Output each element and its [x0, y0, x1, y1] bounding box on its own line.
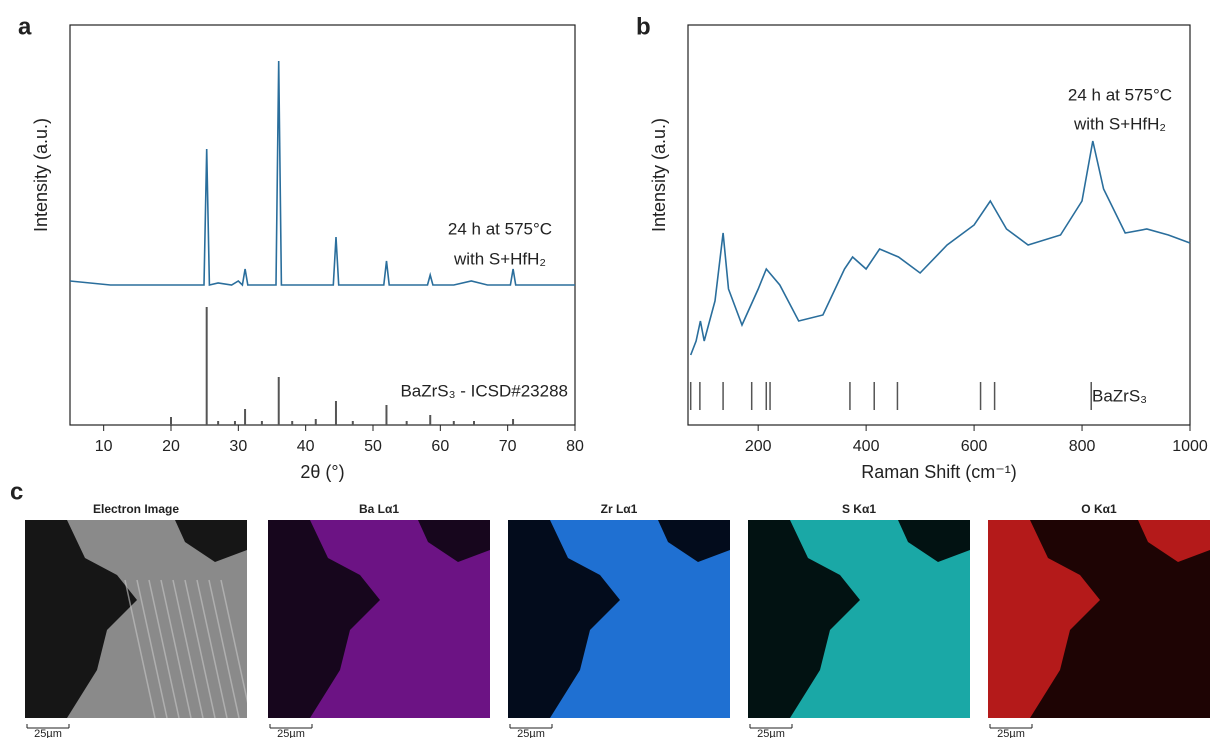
x-tick-label: 800 [1069, 438, 1096, 455]
texture [184, 579, 216, 718]
y-axis-label: Intensity (a.u.) [649, 118, 669, 232]
data-line [69, 60, 575, 287]
annotation: 24 h at 575°C [1068, 85, 1172, 104]
x-tick-label: 40 [297, 438, 315, 455]
panel-label: a [18, 13, 32, 40]
scale-bar-label: 25µm [757, 728, 785, 738]
annotation: BaZrS₃ - ICSD#23288 [400, 381, 568, 400]
texture [208, 579, 240, 718]
map-region [898, 520, 970, 562]
x-tick-label: 50 [364, 438, 382, 455]
scale-bar-label: 25µm [277, 728, 305, 738]
map-region [748, 520, 860, 718]
plot-frame [687, 24, 1191, 426]
map-region [418, 520, 490, 562]
map-image [748, 520, 970, 718]
texture [148, 579, 180, 718]
y-axis-label: Intensity (a.u.) [31, 118, 51, 232]
map-title: S Kα1 [842, 502, 876, 516]
map-image [988, 520, 1210, 718]
scale-bar-label: 25µm [517, 728, 545, 738]
map-region [175, 520, 247, 562]
annotation: with S+HfH₂ [453, 249, 546, 268]
map-title: Electron Image [93, 502, 179, 516]
annotation: with S+HfH₂ [1073, 114, 1166, 133]
x-tick-label: 60 [431, 438, 449, 455]
map-title: O Kα1 [1081, 502, 1117, 516]
x-tick-label: 20 [162, 438, 180, 455]
texture [196, 579, 228, 718]
x-tick-label: 70 [499, 438, 517, 455]
x-axis-label: Raman Shift (cm⁻¹) [861, 462, 1017, 482]
texture [220, 579, 247, 704]
x-tick-label: 30 [229, 438, 247, 455]
panel-label: c [10, 478, 23, 505]
scale-bar-label: 25µm [997, 728, 1025, 738]
annotation: 24 h at 575°C [448, 219, 552, 238]
texture [160, 579, 192, 718]
x-axis-label: 2θ (°) [300, 462, 344, 482]
map-title: Zr Lα1 [601, 502, 638, 516]
map-region [988, 520, 1100, 718]
map-region [508, 520, 620, 718]
x-tick-label: 400 [853, 438, 880, 455]
panel-label: b [636, 13, 651, 40]
scale-bar-label: 25µm [34, 728, 62, 738]
x-tick-label: 1000 [1172, 438, 1208, 455]
map-title: Ba Lα1 [359, 502, 399, 516]
x-tick-label: 600 [961, 438, 988, 455]
map-region [25, 520, 137, 718]
plot-frame [69, 24, 576, 426]
map-region [658, 520, 730, 562]
annotation: BaZrS₃ [1092, 386, 1147, 405]
map-region [268, 520, 380, 718]
map-image [508, 520, 730, 718]
texture [124, 579, 156, 718]
data-line [689, 140, 1191, 356]
x-tick-label: 200 [745, 438, 772, 455]
texture [172, 579, 204, 718]
x-tick-label: 10 [95, 438, 113, 455]
x-tick-label: 80 [566, 438, 584, 455]
texture [136, 579, 168, 718]
map-image [25, 520, 247, 718]
map-image [268, 520, 490, 718]
map-region [1138, 520, 1210, 562]
